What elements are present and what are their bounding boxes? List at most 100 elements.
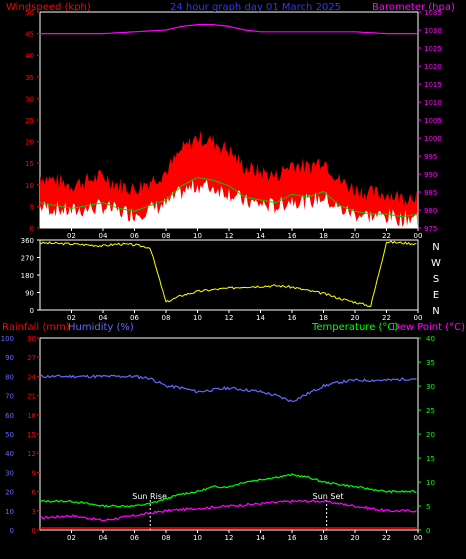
top-time-tick-label: 08 — [162, 232, 171, 240]
mid-time-ticks: 02 04 06 08 10 12 14 16 18 20 22 00 — [67, 310, 422, 322]
bottom-time-tick-label: 04 — [99, 534, 108, 542]
humidity-axis-ticks: 0 10 20 30 40 50 60 70 80 90 100 — [1, 335, 14, 535]
bottom-time-tick-label: 16 — [288, 534, 297, 542]
humidity-label: Humidity (%) — [68, 322, 134, 333]
temp-plot-area — [39, 337, 419, 531]
bottom-time-tick-label: 18 — [319, 534, 328, 542]
humidity-tick-label: 100 — [1, 335, 14, 343]
wind-average-line — [39, 176, 417, 218]
rain-tick-label: 24 — [27, 373, 36, 381]
wind-tick-label: 25 — [25, 117, 34, 125]
rain-tick-label: 0 — [32, 527, 36, 535]
temperature-tick-label: 35 — [426, 359, 435, 367]
direction-plot-area — [39, 239, 419, 311]
top-time-tick-label: 00 — [414, 232, 423, 240]
barometer-tick-label: 1010 — [424, 99, 442, 107]
mid-time-tick-label: 20 — [351, 314, 360, 322]
rain-tick-label: 18 — [27, 412, 36, 420]
rain-tick-label: 27 — [27, 354, 36, 362]
direction-tick-label: 90 — [25, 290, 34, 298]
barometer-tick-label: 1035 — [424, 9, 442, 17]
top-time-tick-label: 12 — [225, 232, 234, 240]
graph-title: 24 hour graph day 01 March 2025 — [170, 2, 341, 13]
mid-time-tick-label: 04 — [99, 314, 108, 322]
bottom-time-tick-label: 00 — [414, 534, 423, 542]
humidity-tick-label: 50 — [5, 431, 14, 439]
direction-axis-ticks: 0 90 180 270 360 — [21, 237, 40, 315]
barometer-label: Barometer (hpa) — [372, 2, 455, 13]
bottom-time-ticks: 02 04 06 08 10 12 14 16 18 20 22 00 — [67, 530, 422, 542]
wind-barometer-panel: Windspeed (kph) 24 hour graph day 01 Mar… — [6, 2, 455, 240]
bottom-time-tick-label: 12 — [225, 534, 234, 542]
rain-axis-ticks: 0 3 6 9 12 15 18 21 24 27 30 — [27, 335, 40, 535]
bottom-time-tick-label: 06 — [130, 534, 139, 542]
wind-tick-label: 15 — [25, 160, 34, 168]
wind-tick-label: 30 — [25, 95, 34, 103]
temperature-tick-label: 5 — [426, 503, 430, 511]
temperature-tick-label: 15 — [426, 455, 435, 463]
mid-time-tick-label: 06 — [130, 314, 139, 322]
barometer-tick-label: 1025 — [424, 45, 442, 53]
temperature-line — [39, 473, 417, 508]
temperature-tick-label: 25 — [426, 407, 435, 415]
top-time-tick-label: 22 — [382, 232, 391, 240]
wind-direction-line — [39, 240, 417, 307]
direction-tick-label: 360 — [21, 237, 34, 245]
wind-tick-label: 35 — [25, 74, 34, 82]
rainfall-label: Rainfall (mm) — [2, 322, 70, 333]
mid-time-tick-label: 14 — [256, 314, 265, 322]
bottom-time-tick-label: 14 — [256, 534, 265, 542]
mid-time-tick-label: 02 — [67, 314, 76, 322]
direction-tick-label: 0 — [30, 307, 34, 315]
rain-tick-label: 30 — [27, 335, 36, 343]
barometer-tick-label: 975 — [424, 225, 437, 233]
direction-tick-label: 270 — [21, 255, 34, 263]
dewpoint-line — [39, 499, 417, 522]
rain-tick-label: 21 — [27, 393, 36, 401]
mid-time-tick-label: 12 — [225, 314, 234, 322]
rain-tick-label: 12 — [27, 450, 36, 458]
humidity-tick-label: 0 — [10, 527, 14, 535]
barometer-tick-label: 1005 — [424, 117, 442, 125]
humidity-tick-label: 70 — [5, 393, 14, 401]
temperature-axis-ticks: 0 5 10 15 20 25 30 35 40 — [418, 335, 435, 535]
temperature-humidity-panel: Rainfall (mm) Humidity (%) Temperature (… — [1, 322, 465, 542]
rain-tick-label: 15 — [27, 431, 36, 439]
compass-label: N — [432, 242, 439, 253]
barometer-tick-label: 1030 — [424, 27, 442, 35]
rain-tick-label: 3 — [32, 508, 36, 516]
bottom-time-tick-label: 20 — [351, 534, 360, 542]
compass-label: S — [433, 274, 439, 285]
sunset-label: Sun Set — [313, 492, 344, 501]
top-time-tick-label: 14 — [256, 232, 265, 240]
top-time-tick-label: 02 — [67, 232, 76, 240]
humidity-tick-label: 80 — [5, 373, 14, 381]
humidity-line — [39, 374, 417, 403]
compass-label: E — [433, 290, 439, 301]
wind-tick-label: 0 — [30, 225, 34, 233]
top-time-ticks: 02 04 06 08 10 12 14 16 18 20 22 00 — [67, 228, 422, 240]
dewpoint-label: Dew Point (°C) — [392, 322, 465, 333]
humidity-tick-label: 90 — [5, 354, 14, 362]
top-time-tick-label: 10 — [193, 232, 202, 240]
mid-time-tick-label: 08 — [162, 314, 171, 322]
wind-tick-label: 5 — [30, 203, 34, 211]
barometer-tick-label: 1000 — [424, 135, 442, 143]
barometer-tick-label: 980 — [424, 207, 437, 215]
top-time-tick-label: 06 — [130, 232, 139, 240]
mid-time-tick-label: 10 — [193, 314, 202, 322]
windspeed-label: Windspeed (kph) — [6, 2, 91, 13]
humidity-tick-label: 30 — [5, 469, 14, 477]
barometer-axis-ticks: 975 980 985 990 995 1000 1005 1010 1015 1020 1025 1… — [418, 9, 442, 233]
top-time-tick-label: 16 — [288, 232, 297, 240]
humidity-tick-label: 20 — [5, 489, 14, 497]
wind-tick-label: 45 — [25, 31, 34, 39]
temperature-tick-label: 0 — [426, 527, 430, 535]
wind-tick-label: 10 — [25, 182, 34, 190]
wind-axis-ticks: 0 5 10 15 20 25 30 35 40 45 50 — [25, 9, 40, 233]
bottom-time-tick-label: 22 — [382, 534, 391, 542]
humidity-tick-label: 60 — [5, 412, 14, 420]
mid-time-tick-label: 00 — [414, 314, 423, 322]
